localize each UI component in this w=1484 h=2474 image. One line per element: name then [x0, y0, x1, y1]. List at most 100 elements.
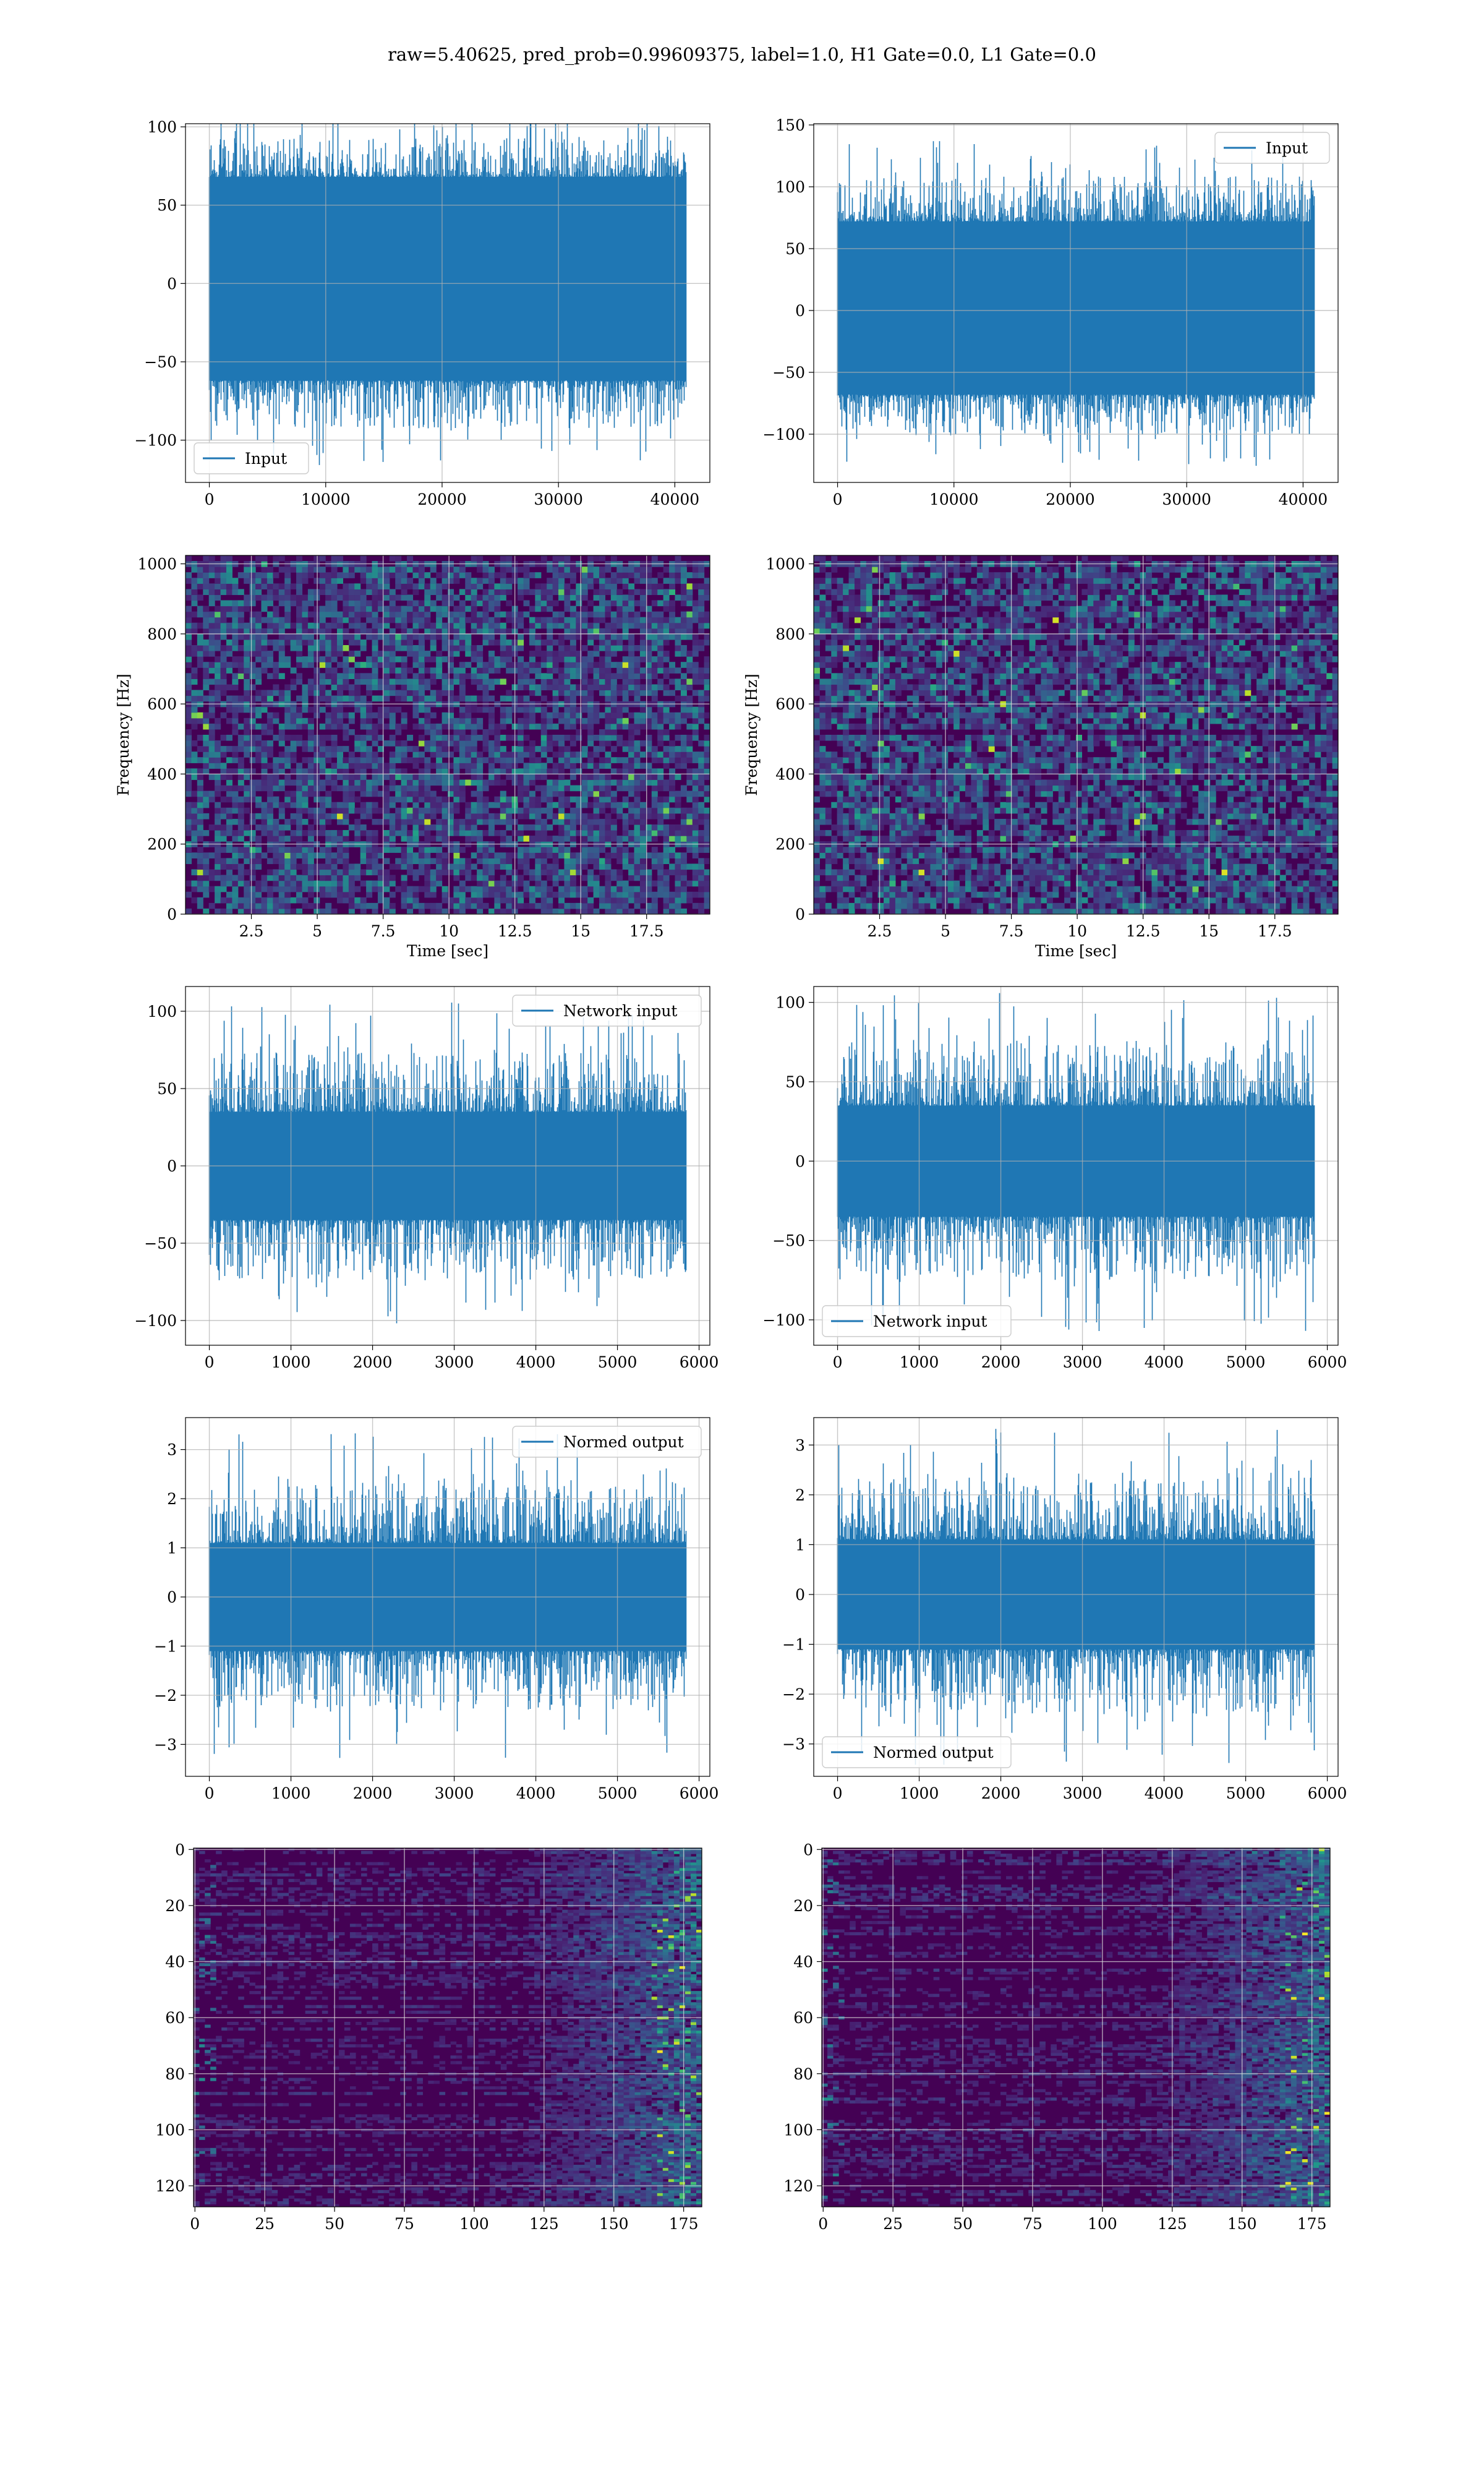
- feature-map-l1-ytick-label: 40: [793, 1953, 813, 1971]
- feature-map-h1-ytick-label: 20: [165, 1897, 185, 1915]
- spectrogram-h1-axes-frame: [185, 555, 710, 915]
- input-l1-series-line: [837, 141, 1315, 466]
- spectrogram-l1-xtick-label: 10: [1067, 922, 1087, 940]
- spectrogram-h1-xtick-label: 15: [571, 922, 591, 940]
- spectrogram-h1-ytick-label: 600: [147, 695, 177, 713]
- network-input-h1-legend: Network input: [512, 995, 702, 1027]
- network-input-l1-xtick-label: 0: [833, 1353, 843, 1371]
- feature-map-h1-xtick-label: 50: [325, 2215, 344, 2233]
- network-input-l1-xtick-label: 4000: [1145, 1353, 1184, 1371]
- feature-map-l1-ytick-label: 60: [793, 2009, 813, 2027]
- input-l1-ytick-label: 50: [785, 240, 805, 258]
- feature-map-h1-panel: 0 25 50 75 100 125 150 175 0 20 40 60 80 100 120: [155, 1841, 702, 2233]
- feature-map-h1-axes-frame: [193, 1847, 702, 2207]
- input-l1-ytick-label: −100: [762, 426, 805, 443]
- feature-map-h1-xtick-label: 100: [459, 2215, 489, 2233]
- input-l1-ytick-label: 150: [775, 116, 805, 134]
- normed-output-l1-ytick-label: 3: [795, 1436, 805, 1454]
- input-h1-axes-frame: [185, 123, 710, 483]
- network-input-l1-ytick-label: 100: [775, 994, 805, 1012]
- spectrogram-h1-y-axis-label: Frequency [Hz]: [114, 674, 132, 796]
- normed-output-h1-xtick-label: 1000: [271, 1784, 311, 1802]
- input-h1-ytick-label: 100: [147, 118, 177, 136]
- normed-output-h1-ytick-label: −1: [154, 1637, 177, 1655]
- spectrogram-h1-xtick-label: 5: [312, 922, 322, 940]
- feature-map-l1-xtick-label: 150: [1227, 2215, 1257, 2233]
- normed-output-l1-ytick-label: −1: [782, 1636, 805, 1654]
- spectrogram-l1-ytick-label: 200: [775, 836, 805, 854]
- feature-map-h1-xtick-label: 25: [255, 2215, 275, 2233]
- normed-output-h1-ytick-label: −3: [154, 1736, 177, 1753]
- spectrogram-l1-xtick-label: 17.5: [1258, 922, 1292, 940]
- network-input-l1-ytick-label: 50: [785, 1073, 805, 1091]
- network-input-l1-axes-frame: [813, 986, 1339, 1346]
- spectrogram-l1-axes-frame: [813, 555, 1339, 915]
- network-input-h1-ytick-label: −100: [134, 1312, 177, 1330]
- feature-map-l1-xtick-label: 100: [1088, 2215, 1117, 2233]
- normed-output-h1-xtick-label: 2000: [353, 1784, 393, 1802]
- normed-output-l1-ticks: 0 1000 2000 3000 4000 5000 6000 −3 −2 −1 0 1 2 3: [782, 1436, 1347, 1802]
- network-input-l1-legend-label: Network input: [873, 1312, 987, 1330]
- input-l1-plot-area: [814, 124, 1338, 482]
- normed-output-l1-xtick-label: 6000: [1308, 1784, 1347, 1802]
- normed-output-l1-ytick-label: −3: [782, 1736, 805, 1753]
- spectrogram-l1-ytick-label: 1000: [765, 555, 805, 573]
- figure-title: raw=5.40625, pred_prob=0.99609375, label…: [388, 44, 1096, 66]
- feature-map-l1-xtick-label: 75: [1023, 2215, 1043, 2233]
- spectrogram-l1-ytick-label: 400: [775, 765, 805, 783]
- input-l1-legend: Input: [1214, 132, 1330, 164]
- spectrogram-l1-y-axis-label: Frequency [Hz]: [743, 674, 761, 796]
- feature-map-l1-panel: 0 25 50 75 100 125 150 175 0 20 40 60 80 100 120: [783, 1841, 1331, 2233]
- input-l1-ytick-label: 0: [795, 302, 805, 320]
- spectrogram-h1-xtick-label: 10: [439, 922, 459, 940]
- network-input-h1-ytick-label: 50: [157, 1080, 177, 1098]
- network-input-h1-xtick-label: 2000: [353, 1353, 393, 1371]
- feature-map-h1-xtick-label: 75: [394, 2215, 414, 2233]
- normed-output-l1-xtick-label: 4000: [1145, 1784, 1184, 1802]
- spectrogram-h1-x-axis-label: Time [sec]: [407, 942, 488, 960]
- normed-output-l1-legend: Normed output: [822, 1736, 1012, 1768]
- feature-map-h1-ticks: 0 25 50 75 100 125 150 175 0 20 40 60 80 100 120: [155, 1841, 698, 2233]
- input-h1-legend: Input: [194, 442, 309, 474]
- network-input-l1-xtick-label: 5000: [1226, 1353, 1266, 1371]
- network-input-h1-gridlines: [186, 987, 710, 1345]
- network-input-h1-ytick-label: −50: [144, 1235, 177, 1252]
- spectrogram-l1-xtick-label: 5: [940, 922, 950, 940]
- input-h1-ytick-label: −100: [134, 432, 177, 450]
- feature-map-h1-xtick-label: 125: [529, 2215, 559, 2233]
- spectrogram-h1-xtick-label: 2.5: [239, 922, 264, 940]
- input-h1-xtick-label: 30000: [534, 490, 583, 508]
- spectrogram-h1-ytick-label: 0: [167, 905, 177, 923]
- spectrogram-l1-ytick-label: 600: [775, 695, 805, 713]
- feature-map-l1-xtick-label: 175: [1297, 2215, 1327, 2233]
- feature-map-h1-ytick-label: 80: [165, 2065, 185, 2083]
- normed-output-h1-ytick-label: 0: [167, 1588, 177, 1606]
- input-h1-panel: 0 10000 20000 30000 40000 −100 −50 0 50 100 Input: [134, 118, 710, 508]
- normed-output-l1-xtick-label: 0: [833, 1784, 843, 1802]
- spectrogram-l1-gridlines: [814, 555, 1338, 914]
- input-h1-xtick-label: 10000: [301, 490, 351, 508]
- spectrogram-h1-ytick-label: 1000: [137, 555, 177, 573]
- normed-output-h1-plot-area: [186, 1418, 710, 1776]
- normed-output-l1-ytick-label: −2: [782, 1685, 805, 1703]
- network-input-h1-ytick-label: 0: [167, 1157, 177, 1175]
- normed-output-h1-panel: 0 1000 2000 3000 4000 5000 6000 −3 −2 −1 0 1 2 3 Norme…: [154, 1417, 719, 1802]
- network-input-l1-xtick-label: 1000: [900, 1353, 939, 1371]
- normed-output-l1-plot-area: [814, 1418, 1338, 1776]
- network-input-h1-xtick-label: 0: [205, 1353, 215, 1371]
- network-input-l1-xtick-label: 2000: [981, 1353, 1021, 1371]
- input-h1-xtick-label: 20000: [417, 490, 467, 508]
- network-input-h1-panel: 0 1000 2000 3000 4000 5000 6000 −100 −50 0 50 100 Ne…: [134, 986, 719, 1371]
- feature-map-l1-ytick-label: 80: [793, 2065, 813, 2083]
- network-input-l1-plot-area: [814, 987, 1338, 1345]
- normed-output-h1-ytick-label: 3: [167, 1441, 177, 1459]
- network-input-h1-xtick-label: 1000: [271, 1353, 311, 1371]
- normed-output-h1-xtick-label: 5000: [598, 1784, 638, 1802]
- spectrogram-h1-plot-area: [186, 555, 710, 914]
- feature-map-l1-ytick-label: 20: [793, 1897, 813, 1915]
- normed-output-l1-panel: 0 1000 2000 3000 4000 5000 6000 −3 −2 −1 0 1 2 3 Norme…: [782, 1417, 1347, 1802]
- feature-map-h1-ytick-label: 0: [175, 1841, 185, 1859]
- normed-output-h1-xtick-label: 0: [205, 1784, 215, 1802]
- normed-output-l1-ytick-label: 2: [795, 1486, 805, 1504]
